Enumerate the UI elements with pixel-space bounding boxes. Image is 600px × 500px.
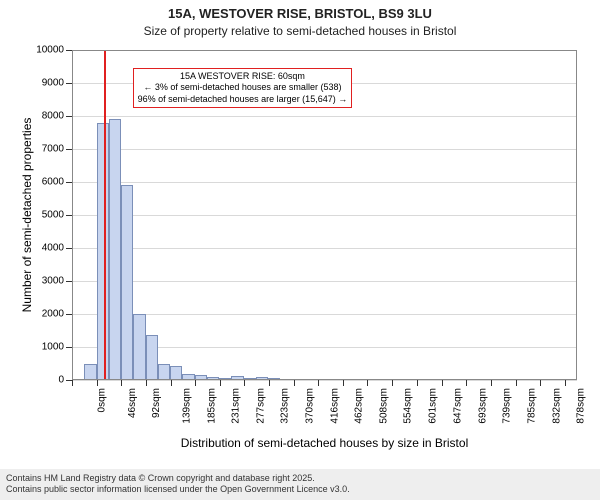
x-tick-label: 647sqm (453, 388, 464, 424)
x-tick-label: 323sqm (280, 388, 291, 424)
y-tick-label: 4000 (42, 243, 72, 254)
x-tick-label: 92sqm (151, 388, 162, 418)
chart-title-line1: 15A, WESTOVER RISE, BRISTOL, BS9 3LU (0, 6, 600, 21)
x-tick-label: 462sqm (354, 388, 365, 424)
x-tick-label: 0sqm (96, 388, 107, 412)
y-tick-label: 2000 (42, 309, 72, 320)
x-tick-label: 416sqm (329, 388, 340, 424)
chart-title-line2: Size of property relative to semi-detach… (0, 24, 600, 38)
x-tick-label: 739sqm (502, 388, 513, 424)
x-tick-label: 785sqm (526, 388, 537, 424)
y-tick-label: 3000 (42, 276, 72, 287)
x-axis-label: Distribution of semi-detached houses by … (72, 436, 577, 450)
footer-line: Contains public sector information licen… (6, 484, 594, 496)
y-tick-label: 9000 (42, 78, 72, 89)
x-tick-label: 277sqm (255, 388, 266, 424)
y-tick-label: 7000 (42, 144, 72, 155)
plot-area: 15A WESTOVER RISE: 60sqm ← 3% of semi-de… (72, 50, 577, 380)
y-tick-label: 5000 (42, 210, 72, 221)
x-tick-label: 554sqm (403, 388, 414, 424)
x-tick-label: 832sqm (551, 388, 562, 424)
y-tick-label: 10000 (36, 45, 72, 56)
x-tick-label: 46sqm (127, 388, 138, 418)
y-tick-label: 6000 (42, 177, 72, 188)
y-axis-label: Number of semi-detached properties (20, 50, 34, 380)
y-tick-label: 8000 (42, 111, 72, 122)
attribution-footer: Contains HM Land Registry data © Crown c… (0, 469, 600, 500)
x-tick-label: 185sqm (206, 388, 217, 424)
y-tick-label: 1000 (42, 342, 72, 353)
x-tick-label: 601sqm (428, 388, 439, 424)
chart-container: 15A, WESTOVER RISE, BRISTOL, BS9 3LU Siz… (0, 0, 600, 500)
plot-border (72, 50, 577, 380)
x-tick-label: 878sqm (576, 388, 587, 424)
x-tick-label: 139sqm (182, 388, 193, 424)
x-tick-label: 231sqm (231, 388, 242, 424)
x-tick-label: 508sqm (378, 388, 389, 424)
x-tick-label: 370sqm (305, 388, 316, 424)
x-tick-label: 693sqm (477, 388, 488, 424)
footer-line: Contains HM Land Registry data © Crown c… (6, 473, 594, 485)
y-tick-label: 0 (58, 375, 72, 386)
